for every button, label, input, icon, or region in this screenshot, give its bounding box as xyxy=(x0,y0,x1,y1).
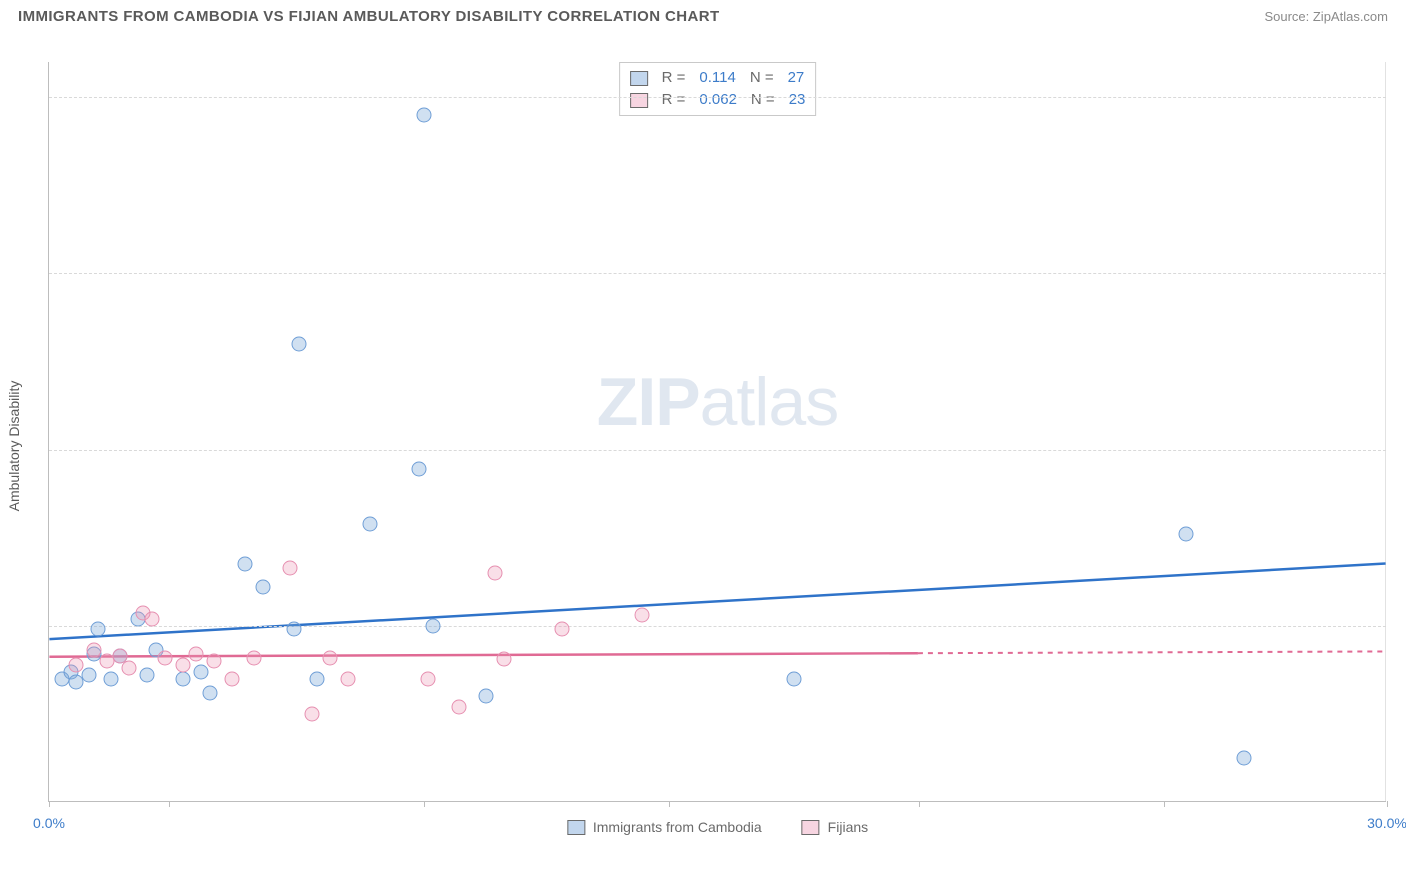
data-point xyxy=(479,689,494,704)
data-point xyxy=(554,622,569,637)
data-point xyxy=(412,462,427,477)
legend-label-a: Immigrants from Cambodia xyxy=(593,819,762,835)
data-point xyxy=(202,685,217,700)
n-label: N = xyxy=(751,89,775,111)
legend-swatch-b xyxy=(630,93,648,108)
n-value-b: 23 xyxy=(789,89,806,111)
n-label: N = xyxy=(750,67,774,89)
legend-swatch-a xyxy=(630,71,648,86)
r-value-b: 0.062 xyxy=(699,89,737,111)
source-label: Source: ZipAtlas.com xyxy=(1264,9,1388,24)
chart-right-border xyxy=(1385,62,1386,801)
x-tick xyxy=(1387,801,1388,807)
title-bar: IMMIGRANTS FROM CAMBODIA VS FIJIAN AMBUL… xyxy=(0,0,1406,31)
watermark: ZIPatlas xyxy=(597,363,838,441)
x-tick-label: 0.0% xyxy=(33,815,65,831)
data-point xyxy=(238,557,253,572)
data-point xyxy=(305,706,320,721)
data-point xyxy=(175,671,190,686)
n-value-a: 27 xyxy=(788,67,805,89)
data-point xyxy=(104,671,119,686)
source-prefix: Source: xyxy=(1264,9,1312,24)
data-point xyxy=(309,671,324,686)
gridline xyxy=(49,626,1386,627)
data-point xyxy=(140,668,155,683)
data-point xyxy=(247,650,262,665)
data-point xyxy=(291,336,306,351)
data-point xyxy=(193,664,208,679)
data-point xyxy=(425,618,440,633)
data-point xyxy=(340,671,355,686)
legend-stats-row-b: R = 0.062 N = 23 xyxy=(630,89,806,111)
data-point xyxy=(157,650,172,665)
data-point xyxy=(1179,527,1194,542)
gridline xyxy=(49,97,1386,98)
data-point xyxy=(363,516,378,531)
data-point xyxy=(496,652,511,667)
r-label: R = xyxy=(662,67,686,89)
x-tick xyxy=(669,801,670,807)
r-value-a: 0.114 xyxy=(699,67,735,89)
data-point xyxy=(488,565,503,580)
data-point xyxy=(282,560,297,575)
trend-lines xyxy=(49,62,1386,801)
data-point xyxy=(416,107,431,122)
watermark-atlas: atlas xyxy=(700,364,839,440)
x-tick xyxy=(424,801,425,807)
data-point xyxy=(1237,750,1252,765)
data-point xyxy=(256,580,271,595)
data-point xyxy=(68,657,83,672)
watermark-zip: ZIP xyxy=(597,364,700,440)
data-point xyxy=(91,622,106,637)
chart-title: IMMIGRANTS FROM CAMBODIA VS FIJIAN AMBUL… xyxy=(18,8,720,25)
legend-item-a: Immigrants from Cambodia xyxy=(567,819,762,835)
data-point xyxy=(189,647,204,662)
legend-stats: R = 0.114 N = 27 R = 0.062 N = 23 xyxy=(619,62,817,116)
data-point xyxy=(86,643,101,658)
data-point xyxy=(122,661,137,676)
data-point xyxy=(82,668,97,683)
data-point xyxy=(224,671,239,686)
x-tick-label: 30.0% xyxy=(1367,815,1406,831)
data-point xyxy=(635,608,650,623)
legend-stats-row-a: R = 0.114 N = 27 xyxy=(630,67,806,89)
data-point xyxy=(322,650,337,665)
legend-series: Immigrants from Cambodia Fijians xyxy=(567,819,868,835)
data-point xyxy=(421,671,436,686)
y-axis-label: Ambulatory Disability xyxy=(6,381,22,512)
source-link[interactable]: ZipAtlas.com xyxy=(1313,9,1388,24)
x-tick xyxy=(919,801,920,807)
scatter-chart: ZIPatlas R = 0.114 N = 27 R = 0.062 N = … xyxy=(48,62,1386,802)
gridline xyxy=(49,450,1386,451)
data-point xyxy=(786,671,801,686)
r-label: R = xyxy=(662,89,686,111)
data-point xyxy=(175,657,190,672)
x-tick xyxy=(169,801,170,807)
legend-item-b: Fijians xyxy=(802,819,868,835)
legend-swatch-b2 xyxy=(802,820,820,835)
legend-swatch-a2 xyxy=(567,820,585,835)
legend-label-b: Fijians xyxy=(828,819,868,835)
data-point xyxy=(287,622,302,637)
data-point xyxy=(144,611,159,626)
x-tick xyxy=(1164,801,1165,807)
gridline xyxy=(49,273,1386,274)
data-point xyxy=(452,699,467,714)
data-point xyxy=(207,654,222,669)
x-tick xyxy=(49,801,50,807)
